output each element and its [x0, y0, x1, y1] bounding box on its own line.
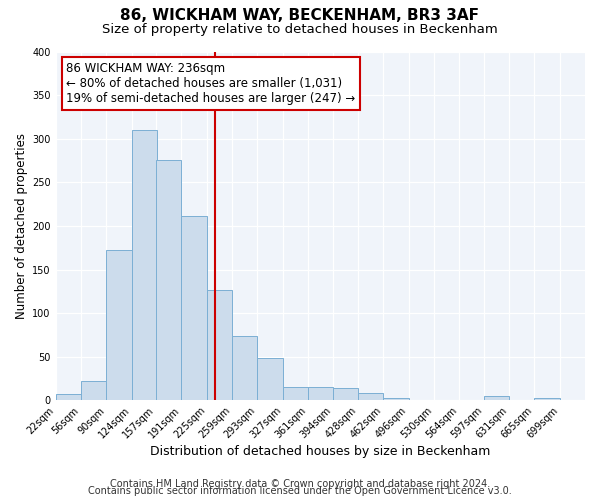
Bar: [156, 160, 181, 400]
Bar: [383, 398, 409, 400]
Bar: [308, 388, 334, 400]
Bar: [358, 392, 383, 400]
Bar: [207, 290, 232, 401]
Y-axis label: Number of detached properties: Number of detached properties: [15, 133, 28, 319]
Bar: [81, 382, 106, 400]
Bar: [56, 394, 81, 400]
Bar: [106, 250, 131, 400]
Bar: [283, 386, 308, 400]
Text: Contains HM Land Registry data © Crown copyright and database right 2024.: Contains HM Land Registry data © Crown c…: [110, 479, 490, 489]
Bar: [232, 336, 257, 400]
Bar: [131, 130, 157, 400]
X-axis label: Distribution of detached houses by size in Beckenham: Distribution of detached houses by size …: [150, 444, 491, 458]
Bar: [332, 388, 358, 400]
Bar: [484, 396, 509, 400]
Text: Size of property relative to detached houses in Beckenham: Size of property relative to detached ho…: [102, 22, 498, 36]
Bar: [181, 216, 207, 400]
Bar: [535, 398, 560, 400]
Bar: [257, 358, 283, 401]
Text: Contains public sector information licensed under the Open Government Licence v3: Contains public sector information licen…: [88, 486, 512, 496]
Text: 86 WICKHAM WAY: 236sqm
← 80% of detached houses are smaller (1,031)
19% of semi-: 86 WICKHAM WAY: 236sqm ← 80% of detached…: [66, 62, 355, 105]
Text: 86, WICKHAM WAY, BECKENHAM, BR3 3AF: 86, WICKHAM WAY, BECKENHAM, BR3 3AF: [121, 8, 479, 22]
